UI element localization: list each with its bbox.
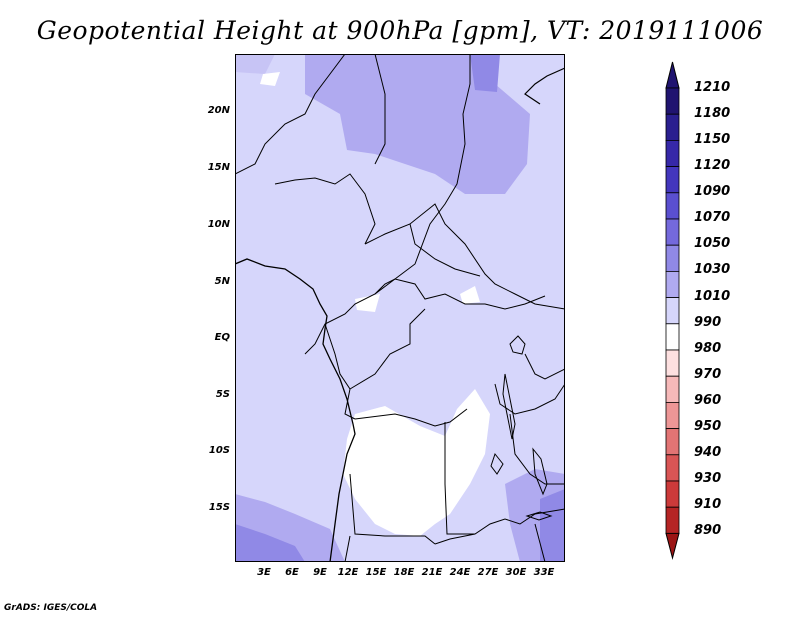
lon-tick-18e: 18E	[393, 567, 415, 578]
colorbar-band-5	[665, 192, 680, 220]
colorbar-cap-bottom	[665, 532, 680, 560]
lon-tick-33e: 33E	[533, 567, 555, 578]
country-borders	[234, 53, 566, 563]
colorbar-label-1010: 1010	[694, 289, 731, 304]
colorbar-band-1	[665, 87, 680, 115]
lon-tick-15e: 15E	[365, 567, 387, 578]
colorbar-label-1180: 1180	[694, 106, 731, 121]
colorbar-band-3	[665, 140, 680, 168]
contour-below-1010-patch-2	[355, 294, 380, 312]
lon-tick-12e: 12E	[337, 567, 359, 578]
chart-title: Geopotential Height at 900hPa [gpm], VT:…	[36, 16, 764, 45]
colorbar-label-1030: 1030	[694, 262, 731, 277]
colorbar-label-950: 950	[694, 419, 722, 434]
colorbar-label-960: 960	[694, 393, 722, 408]
lat-tick-10n: 10N	[207, 219, 230, 230]
contour-1030-northwest	[235, 54, 275, 74]
colorbar-band-8	[665, 270, 680, 298]
colorbar-label-940: 940	[694, 445, 722, 460]
colorbar-band-14	[665, 428, 680, 456]
lat-tick-10s: 10S	[208, 445, 230, 456]
lat-tick-15s: 15S	[208, 502, 230, 513]
colorbar-label-930: 930	[694, 471, 722, 486]
lat-tick-5n: 5N	[214, 276, 230, 287]
colorbar-label-1150: 1150	[694, 132, 731, 147]
contour-1030-north	[305, 54, 530, 194]
contour-below-1010-kalahari	[343, 389, 490, 536]
lon-tick-6e: 6E	[285, 567, 299, 578]
colorbar-band-12	[665, 375, 680, 403]
lon-tick-27e: 27E	[477, 567, 499, 578]
colorbar-label-990: 990	[694, 315, 722, 330]
colorbar-band-13	[665, 401, 680, 429]
lat-tick-5s: 5S	[215, 389, 230, 400]
lon-tick-30e: 30E	[505, 567, 527, 578]
contour-1050-southeast	[540, 489, 565, 562]
coastline-east	[524, 67, 566, 105]
colorbar-band-6	[665, 218, 680, 246]
lat-tick-15n: 15N	[207, 162, 230, 173]
colorbar-band-4	[665, 166, 680, 194]
lon-tick-9e: 9E	[313, 567, 327, 578]
lakes	[490, 335, 553, 521]
colorbar-band-10	[665, 323, 680, 351]
colorbar-label-1090: 1090	[694, 184, 731, 199]
lon-tick-3e: 3E	[257, 567, 271, 578]
lat-tick-20n: 20N	[207, 105, 230, 116]
contour-1050-southwest	[235, 524, 305, 562]
colorbar-cap-top	[665, 61, 680, 89]
colorbar-label-1120: 1120	[694, 158, 731, 173]
credit-text: GrADS: IGES/COLA	[4, 603, 98, 613]
lon-tick-24e: 24E	[449, 567, 471, 578]
lon-tick-21e: 21E	[421, 567, 443, 578]
colorbar-band-2	[665, 113, 680, 141]
colorbar-band-16	[665, 480, 680, 508]
lat-tick-eq: EQ	[214, 332, 230, 343]
map-panel	[234, 53, 566, 563]
colorbar-band-17	[665, 506, 680, 534]
colorbar-band-15	[665, 454, 680, 482]
colorbar-label-910: 910	[694, 497, 722, 512]
colorbar	[665, 61, 680, 560]
map-frame	[235, 54, 565, 562]
colorbar-label-1050: 1050	[694, 236, 731, 251]
colorbar-label-890: 890	[694, 523, 722, 538]
colorbar-band-9	[665, 297, 680, 325]
colorbar-label-980: 980	[694, 341, 722, 356]
contour-1050-north	[470, 54, 500, 92]
contour-below-1010-patch-3	[460, 286, 480, 304]
colorbar-band-7	[665, 244, 680, 272]
colorbar-label-1210: 1210	[694, 80, 731, 95]
colorbar-band-11	[665, 349, 680, 377]
coastline	[234, 258, 356, 563]
colorbar-label-1070: 1070	[694, 210, 731, 225]
contour-below-1010-patch-1	[260, 72, 280, 86]
colorbar-label-970: 970	[694, 367, 722, 382]
